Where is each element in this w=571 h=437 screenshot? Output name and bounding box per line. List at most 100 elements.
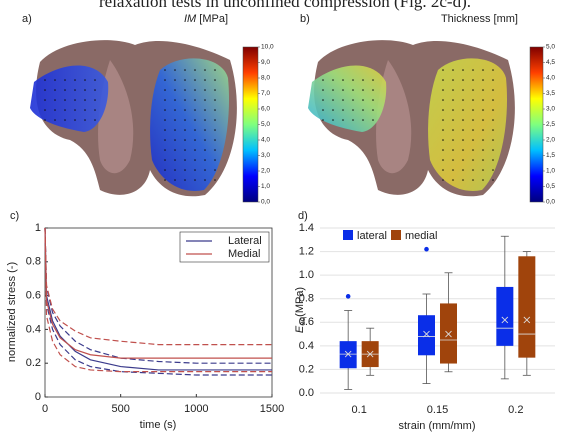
point [462,149,464,151]
title-unit: [MPa] [199,13,228,25]
point [54,79,56,81]
point [352,109,354,111]
point [452,99,454,101]
tissue-photo [30,40,237,197]
point [492,149,494,151]
point [452,149,454,151]
point [174,109,176,111]
point [482,179,484,181]
point [204,119,206,121]
point [174,139,176,141]
point [44,119,46,121]
y-tick-label: 0 [35,391,41,403]
point [204,129,206,131]
point [174,69,176,71]
line [44,227,272,371]
point [352,99,354,101]
point [472,129,474,131]
point [472,99,474,101]
point [452,109,454,111]
point [184,129,186,131]
point [462,99,464,101]
point [164,119,166,121]
point [372,89,374,91]
point [94,109,96,111]
point [482,69,484,71]
colorbar-tick-label: 5,0 [546,44,555,51]
x-tick-label: 0.1 [352,404,367,416]
point [492,179,494,181]
point [204,149,206,151]
point [342,89,344,91]
point [164,149,166,151]
point [452,179,454,181]
point [442,99,444,101]
point [194,79,196,81]
point [164,129,166,131]
point [64,99,66,101]
point [462,169,464,171]
heatmap-title: Thickness [mm] [441,13,518,25]
point [442,89,444,91]
point [84,109,86,111]
point [442,109,444,111]
point [352,79,354,81]
mean-marker [501,316,509,324]
colorbar-tick-label: 2,0 [261,168,270,175]
y-tick-label: 0.6 [26,290,41,302]
colorbar-tick-label: 5,0 [261,121,270,128]
point [482,109,484,111]
point [472,109,474,111]
colorbar [242,46,259,203]
point [472,139,474,141]
point [482,149,484,151]
point [442,129,444,131]
point [164,69,166,71]
point [362,109,364,111]
legend-swatch [343,230,353,240]
point [194,69,196,71]
point [184,179,186,181]
point [442,139,444,141]
point [54,119,56,121]
point [442,149,444,151]
point [214,69,216,71]
title-symbol: IM [184,13,197,25]
y-tick-label: 0.6 [299,316,314,328]
x-tick-label: 1500 [260,403,284,415]
point [372,99,374,101]
point [194,169,196,171]
point [204,109,206,111]
point [94,119,96,121]
colorbar-tick-label: 0,0 [261,199,270,206]
point [204,89,206,91]
point [204,99,206,101]
x-axis-label: strain (mm/mm) [399,420,476,432]
point [442,79,444,81]
point [74,109,76,111]
point [472,79,474,81]
x-axis-label: time (s) [140,419,177,431]
colorbar-tick-label: 4,0 [546,75,555,82]
point [362,79,364,81]
point [442,119,444,121]
colorbar-tick-label: 1,0 [546,168,555,175]
point [452,129,454,131]
point [362,99,364,101]
point [214,159,216,161]
point [204,69,206,71]
point [184,69,186,71]
y-tick-label: 1.4 [299,222,314,234]
point [342,109,344,111]
colorbar-tick-label: 8,0 [261,75,270,82]
point [462,159,464,161]
point [492,169,494,171]
point [74,99,76,101]
point [184,159,186,161]
point [362,119,364,121]
point [184,149,186,151]
box [496,286,514,346]
point [174,149,176,151]
